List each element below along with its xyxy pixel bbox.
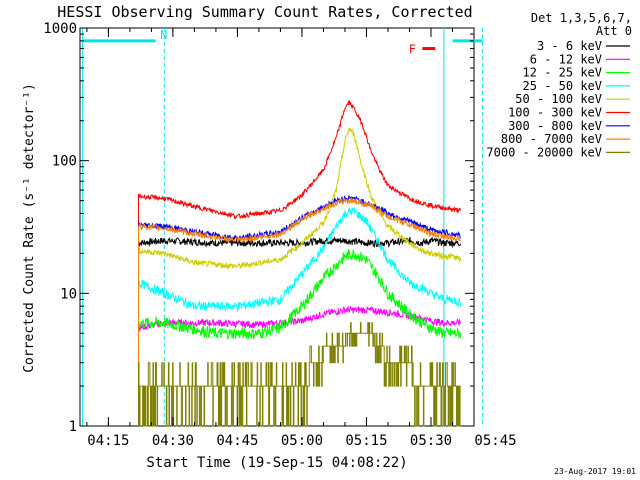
- legend-label: 25 - 50 keV: [523, 79, 602, 93]
- x-tick-label: 04:30: [152, 433, 194, 449]
- x-axis: 04:15 04:30 04:45 05:00 05:15 05:30 05:45: [86, 28, 517, 449]
- series-line: [138, 100, 462, 426]
- series-line: [138, 236, 462, 426]
- annotations: NF: [82, 28, 483, 57]
- x-tick-label: 05:45: [474, 433, 516, 449]
- x-tick-label: 05:15: [345, 433, 387, 449]
- legend-label: 6 - 12 keV: [530, 52, 602, 66]
- annotation-label: F: [409, 43, 416, 57]
- x-tick-label: 05:00: [281, 433, 323, 449]
- series-line: [138, 196, 461, 426]
- x-tick-label: 05:30: [410, 433, 452, 449]
- legend-label: 7000 - 20000 keV: [486, 145, 602, 159]
- legend-label: 12 - 25 keV: [523, 66, 602, 80]
- series-line: [138, 248, 462, 426]
- y-tick-label: 10: [60, 286, 77, 302]
- x-tick-label: 04:45: [216, 433, 258, 449]
- series-line: [138, 195, 461, 426]
- y-tick-label: 1000: [43, 21, 77, 37]
- y-tick-label: 1: [69, 419, 77, 435]
- legend-header-line2: Att 0: [596, 24, 632, 38]
- legend-label: 100 - 300 keV: [508, 106, 602, 120]
- legend-label: 300 - 800 keV: [508, 119, 602, 133]
- x-tick-label: 04:15: [87, 433, 129, 449]
- footer-date: 23-Aug-2017 19:01: [554, 467, 636, 476]
- series-group: [138, 100, 462, 427]
- x-axis-label: Start Time (19-Sep-15 04:08:22): [146, 455, 407, 471]
- y-axis-label: Corrected Count Rate (s⁻¹ detector⁻¹): [22, 83, 37, 373]
- y-axis: 1 10 100 1000: [43, 21, 474, 435]
- legend-label: 800 - 7000 keV: [501, 132, 602, 146]
- annotation-label: N: [160, 28, 167, 42]
- plot-frame: [79, 27, 475, 427]
- legend-header-line1: Det 1,3,5,6,7,: [531, 11, 632, 25]
- series-line: [138, 127, 462, 426]
- vertical-markers: [82, 28, 484, 426]
- legend-label: 50 - 100 keV: [515, 92, 602, 106]
- series-line: [138, 207, 462, 426]
- series-line: [138, 322, 461, 427]
- legend-label: 3 - 6 keV: [537, 39, 602, 53]
- y-tick-label: 100: [52, 154, 77, 170]
- chart-title: HESSI Observing Summary Count Rates, Cor…: [57, 3, 472, 21]
